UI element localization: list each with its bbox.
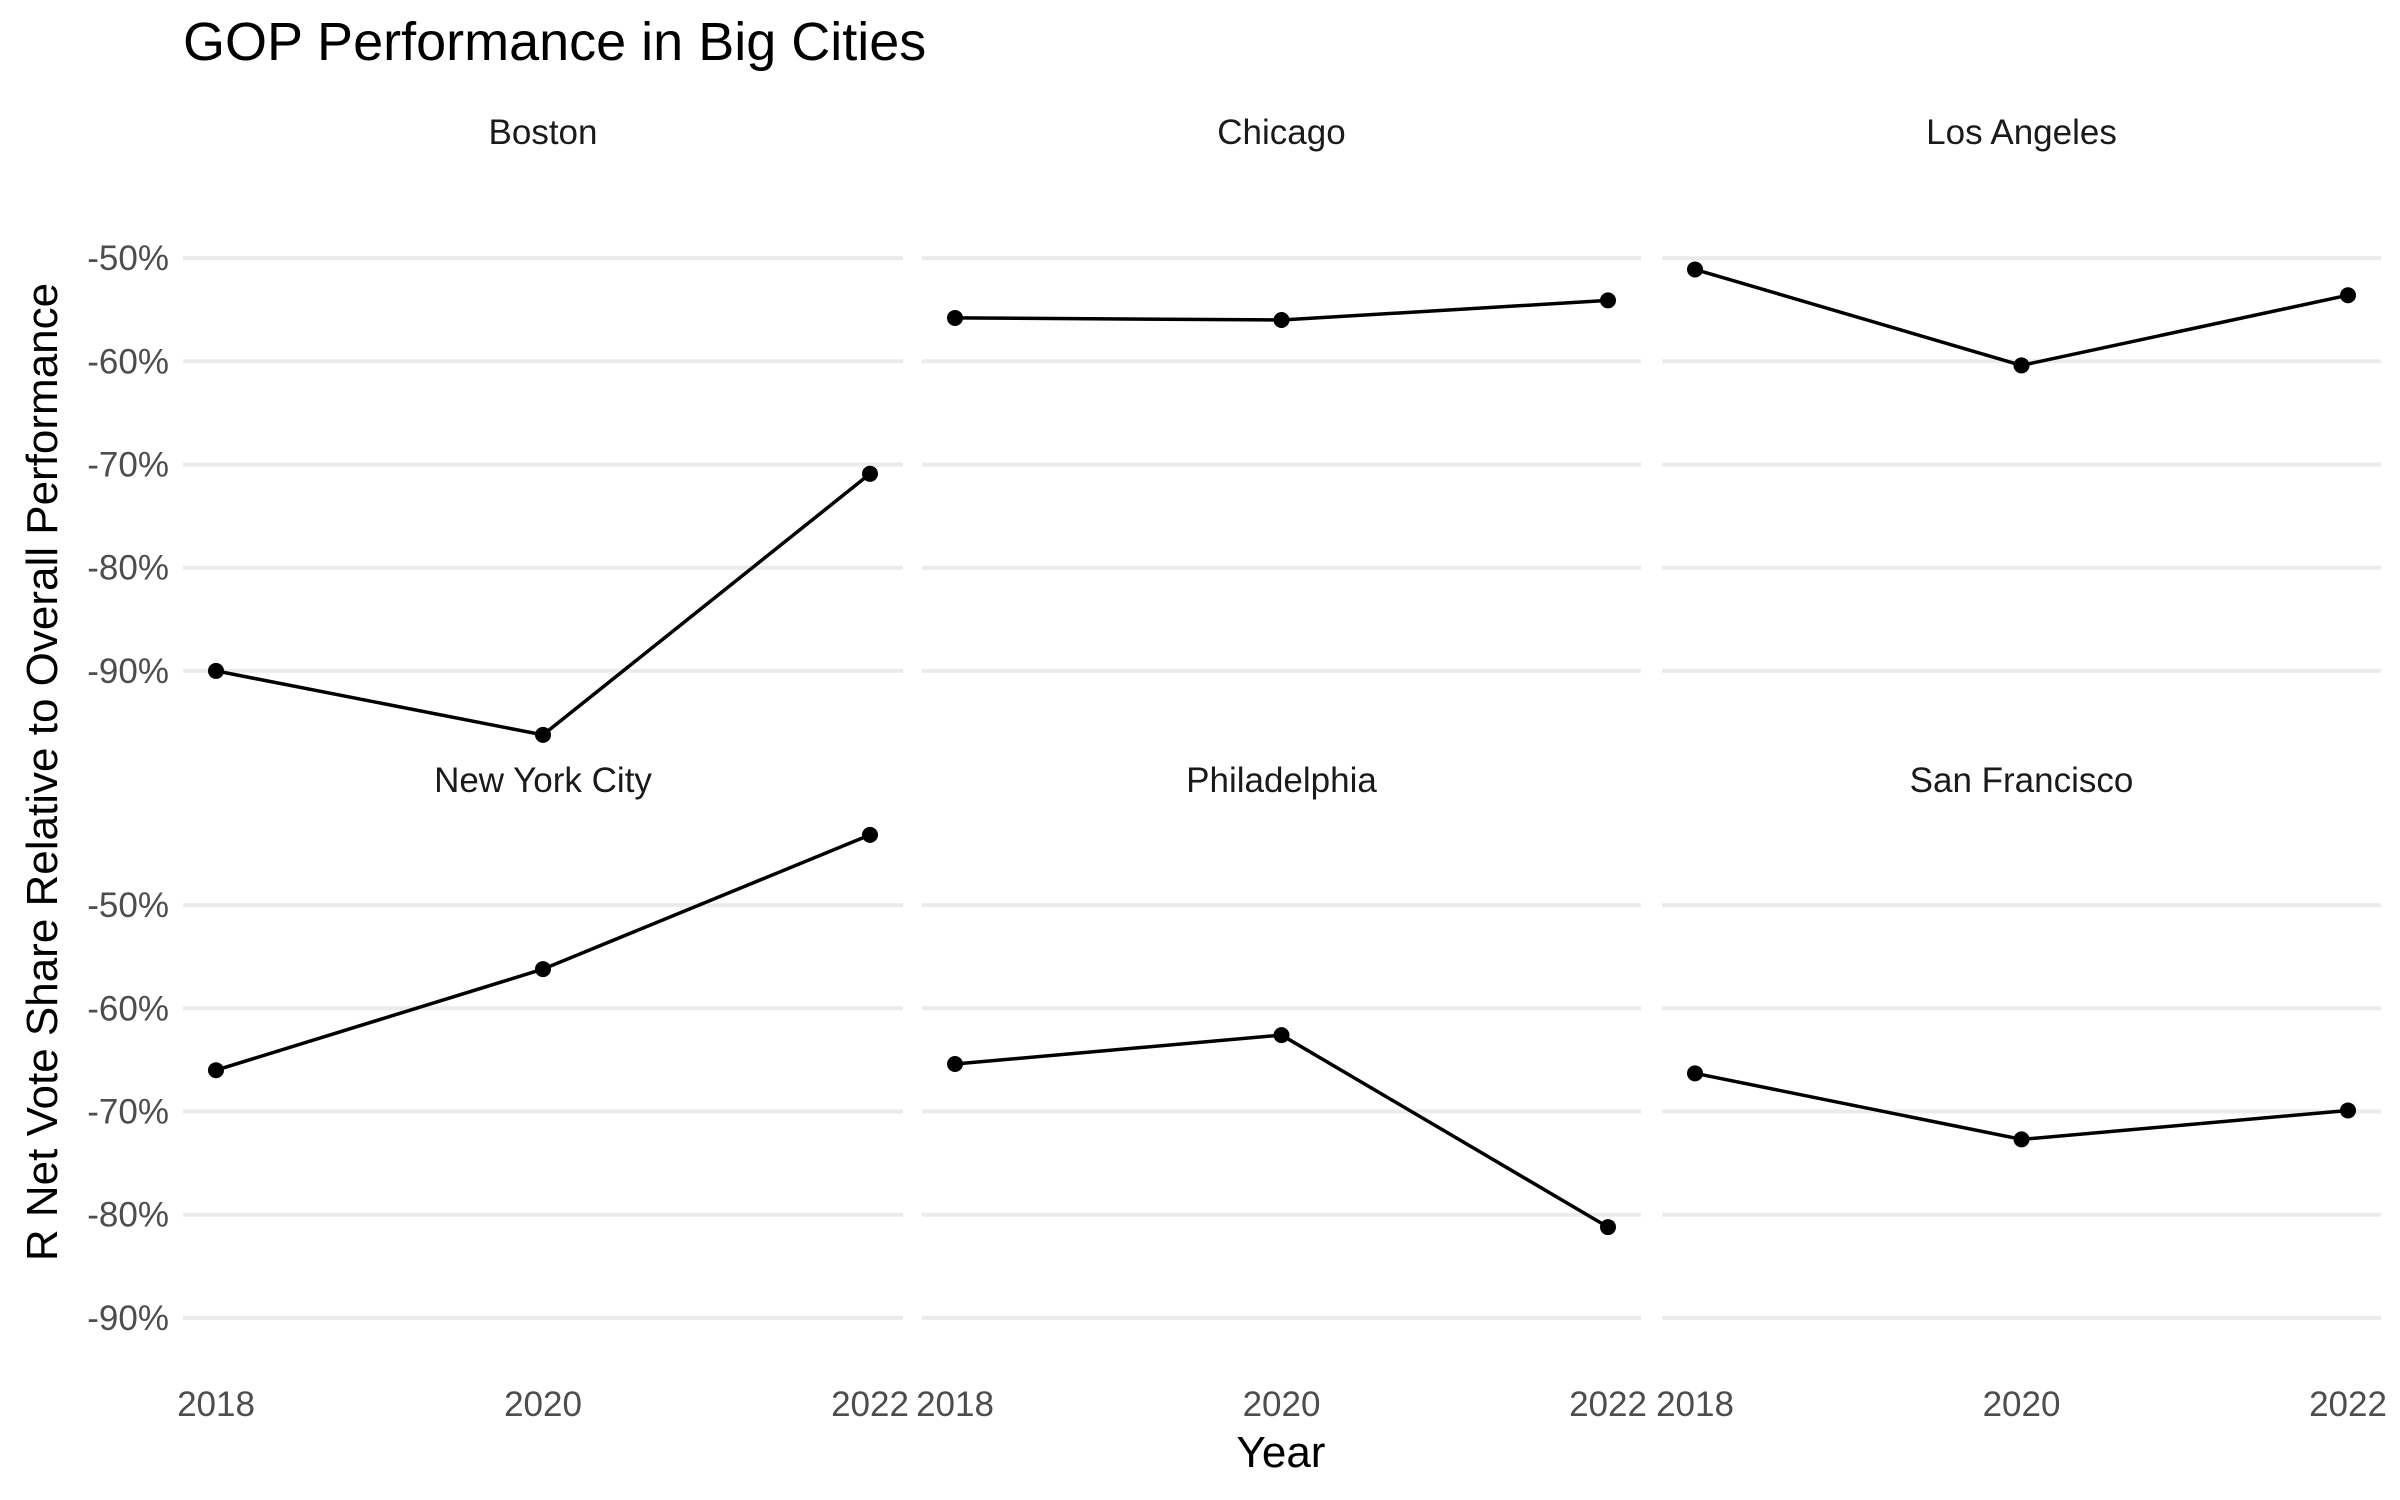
series-line: [1694, 267, 2349, 368]
x-tick-label: 2022: [2309, 1385, 2387, 1424]
data-point: [535, 726, 551, 743]
data-point: [2013, 357, 2030, 374]
data-point: [1687, 261, 1703, 278]
x-tick-label: 2020: [504, 1385, 582, 1424]
facet-label: New York City: [434, 761, 652, 800]
series-line: [954, 1033, 1609, 1229]
y-tick-label: -90%: [87, 652, 169, 691]
facet-panel-chicago: Chicago: [922, 113, 1641, 673]
x-tick-label: 2020: [1983, 1385, 2061, 1424]
facet-label: Philadelphia: [1186, 761, 1377, 800]
x-tick-label: 2022: [831, 1385, 909, 1424]
y-tick-label: -90%: [87, 1299, 169, 1338]
y-tick-label: -50%: [87, 239, 169, 278]
data-point: [535, 961, 551, 978]
facet-panels: Boston -50% -60% -70% -80% -90% Chicago Los Ang…: [87, 113, 2387, 1424]
data-point: [1687, 1065, 1703, 1082]
x-tick-label: 2018: [916, 1385, 994, 1424]
data-point: [947, 1056, 963, 1073]
data-point: [208, 1062, 224, 1079]
data-point: [1273, 312, 1290, 329]
data-point: [862, 826, 878, 843]
data-point: [947, 309, 963, 326]
y-tick-label: -80%: [87, 549, 169, 588]
facet-panel-new-york-city: New York City -50% -60% -70% -80% -90% 2018 202…: [87, 761, 909, 1424]
facet-panel-san-francisco: San Francisco 2018 2020 2022: [1656, 761, 2387, 1424]
facet-panel-philadelphia: Philadelphia 2018 2020 2022: [916, 761, 1647, 1424]
data-point: [2340, 1102, 2356, 1119]
facet-panel-boston: Boston -50% -60% -70% -80% -90%: [87, 113, 903, 743]
y-tick-label: -70%: [87, 446, 169, 485]
x-tick-label: 2018: [1656, 1385, 1734, 1424]
y-tick-label: -60%: [87, 342, 169, 381]
data-point: [2013, 1131, 2030, 1148]
y-tick-label: -50%: [87, 886, 169, 925]
facet-label: Los Angeles: [1926, 113, 2117, 152]
data-point: [208, 662, 224, 679]
facet-label: Chicago: [1217, 113, 1345, 152]
data-point: [862, 465, 878, 482]
x-axis-title: Year: [1237, 1428, 1326, 1477]
series-line: [215, 833, 871, 1072]
x-tick-label: 2020: [1243, 1385, 1321, 1424]
facet-panel-los-angeles: Los Angeles: [1662, 113, 2381, 673]
series-line: [215, 472, 872, 737]
y-axis-title: R Net Vote Share Relative to Overall Per…: [18, 283, 67, 1261]
data-point: [1600, 1219, 1616, 1236]
data-point: [1600, 292, 1616, 309]
data-point: [1273, 1027, 1290, 1044]
y-tick-label: -80%: [87, 1196, 169, 1235]
data-point: [2340, 287, 2356, 304]
facet-label: Boston: [489, 113, 598, 152]
series-line: [1694, 1071, 2349, 1142]
x-tick-label: 2022: [1569, 1385, 1647, 1424]
x-tick-label: 2018: [177, 1385, 255, 1424]
facet-label: San Francisco: [1910, 761, 2134, 800]
y-tick-label: -60%: [87, 989, 169, 1028]
chart-title: GOP Performance in Big Cities: [183, 12, 926, 72]
y-tick-label: -70%: [87, 1093, 169, 1132]
